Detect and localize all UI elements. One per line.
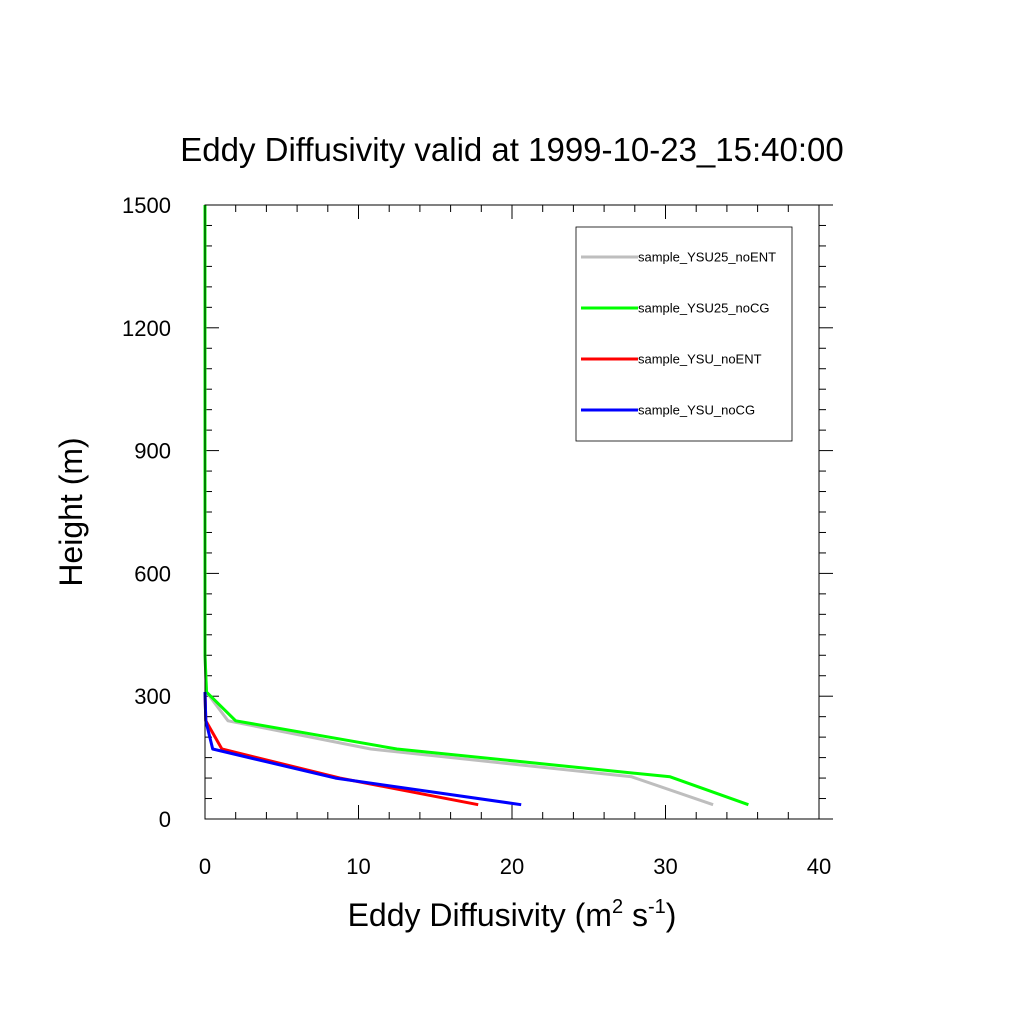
- legend-items: sample_YSU25_noENT sample_YSU25_noCGsampl…: [581, 250, 776, 418]
- chart-title: Eddy Diffusivity valid at 1999-10-23_15:…: [180, 131, 843, 168]
- y-tick-label: 1500: [122, 193, 171, 218]
- x-axis-label-end: ): [666, 897, 677, 933]
- x-tick-label: 20: [500, 854, 524, 879]
- x-tick-label: 30: [653, 854, 677, 879]
- legend-label: sample_YSU25_noCG: [638, 301, 770, 316]
- y-tick-label: 900: [134, 439, 171, 464]
- y-tick-label: 600: [134, 561, 171, 586]
- y-tick-label: 1200: [122, 316, 171, 341]
- y-tick-label: 300: [134, 684, 171, 709]
- y-axis-label: Height (m): [53, 437, 89, 586]
- y-tick-label: 0: [159, 807, 171, 832]
- legend-label: sample_YSU_noCG: [638, 403, 755, 418]
- legend-label: sample_YSU25_noENT: [638, 250, 776, 265]
- series-line-sample_YSU_noCG: [203, 692, 522, 807]
- x-tick-label: 10: [346, 854, 370, 879]
- x-axis-label-sup1: 2: [612, 896, 623, 918]
- x-axis-label: Eddy Diffusivity (m2 s-1): [348, 896, 677, 933]
- plot-frame: [204, 204, 820, 820]
- x-axis-label-mid: s: [623, 897, 648, 933]
- x-tick-label: 0: [199, 854, 211, 879]
- x-tick-label: 40: [807, 854, 831, 879]
- legend-label: sample_YSU_noENT: [638, 352, 762, 367]
- series-line-sample_YSU_noENT: [203, 692, 479, 807]
- axis-tick-labels: 0 10 20 30 40 0 300 600 900 1200 1500: [122, 193, 831, 879]
- legend: sample_YSU25_noENT sample_YSU25_noCGsampl…: [575, 226, 793, 442]
- x-axis-label-sup2: -1: [648, 896, 666, 918]
- x-axis-label-main: Eddy Diffusivity (m: [348, 897, 612, 933]
- legend-box: [575, 226, 793, 442]
